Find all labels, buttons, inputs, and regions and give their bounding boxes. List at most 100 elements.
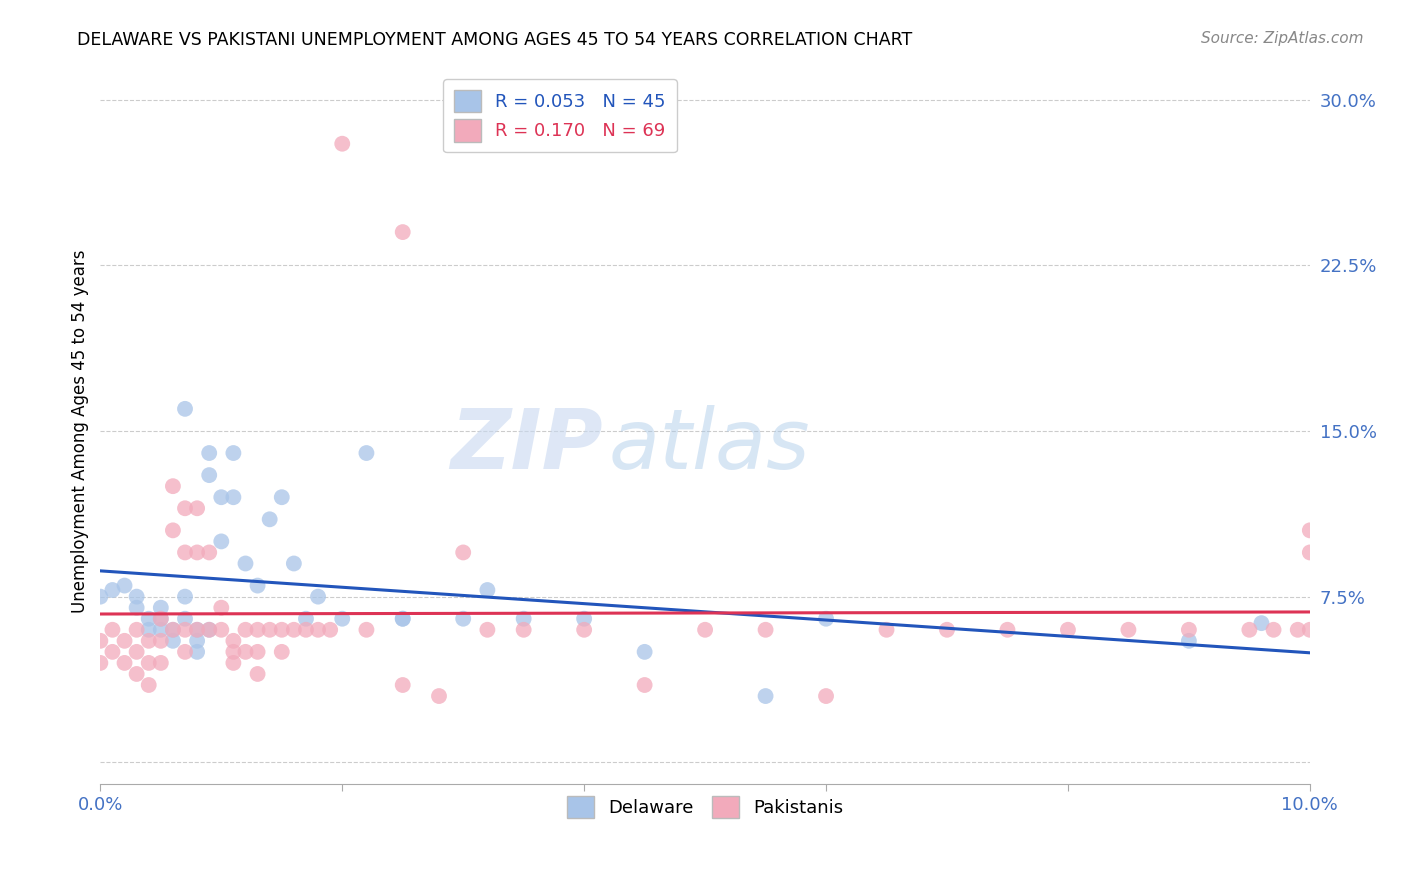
Point (270, 623, 292, 637)
Point (138, 612, 160, 626)
Point (295, 623, 318, 637)
Y-axis label: Unemployment Among Ages 45 to 54 years: Unemployment Among Ages 45 to 54 years (72, 249, 89, 613)
Point (246, 667, 269, 681)
Point (149, 623, 172, 637)
Point (356, 623, 378, 637)
Point (356, 446, 378, 460)
Point (198, 623, 221, 637)
Point (391, 612, 413, 626)
Point (391, 225, 413, 239)
Text: atlas: atlas (609, 405, 810, 485)
Point (283, 557, 305, 571)
Point (149, 600, 172, 615)
Point (512, 623, 534, 637)
Point (162, 623, 184, 637)
Point (101, 645, 124, 659)
Point (222, 490, 245, 504)
Point (936, 623, 959, 637)
Point (222, 446, 245, 460)
Point (477, 582, 499, 597)
Point (427, 689, 450, 703)
Point (330, 612, 353, 626)
Point (246, 623, 269, 637)
Point (259, 512, 281, 526)
Point (174, 545, 197, 559)
Point (186, 545, 208, 559)
Point (1057, 623, 1080, 637)
Point (693, 623, 716, 637)
Point (138, 678, 160, 692)
Point (101, 623, 124, 637)
Point (89, 656, 111, 670)
Point (633, 678, 655, 692)
Point (330, 136, 353, 151)
Point (1263, 623, 1285, 637)
Point (162, 633, 184, 648)
Point (222, 645, 245, 659)
Point (162, 623, 184, 637)
Point (235, 623, 257, 637)
Point (149, 633, 172, 648)
Point (319, 623, 342, 637)
Point (138, 656, 160, 670)
Point (307, 590, 329, 604)
Point (125, 600, 148, 615)
Point (295, 612, 318, 626)
Point (174, 590, 197, 604)
Point (209, 600, 232, 615)
Point (477, 623, 499, 637)
Point (209, 490, 232, 504)
Point (572, 623, 595, 637)
Point (1286, 623, 1309, 637)
Point (391, 678, 413, 692)
Point (186, 501, 208, 516)
Point (162, 479, 184, 493)
Point (235, 645, 257, 659)
Point (149, 612, 172, 626)
Point (512, 612, 534, 626)
Point (246, 645, 269, 659)
Point (198, 623, 221, 637)
Point (209, 534, 232, 549)
Point (198, 446, 221, 460)
Point (174, 612, 197, 626)
Point (1299, 545, 1322, 559)
Point (222, 633, 245, 648)
Point (174, 623, 197, 637)
Point (198, 468, 221, 483)
Point (174, 645, 197, 659)
Point (209, 623, 232, 637)
Legend: Delaware, Pakistanis: Delaware, Pakistanis (560, 789, 851, 825)
Point (815, 612, 838, 626)
Point (1299, 524, 1322, 538)
Point (89, 590, 111, 604)
Point (186, 633, 208, 648)
Point (138, 633, 160, 648)
Point (149, 656, 172, 670)
Point (270, 490, 292, 504)
Point (451, 612, 474, 626)
Point (270, 645, 292, 659)
Point (174, 401, 197, 416)
Point (149, 612, 172, 626)
Point (114, 656, 136, 670)
Point (1250, 616, 1272, 631)
Point (997, 623, 1019, 637)
Point (1118, 623, 1140, 637)
Point (235, 557, 257, 571)
Point (572, 612, 595, 626)
Point (101, 582, 124, 597)
Point (755, 623, 778, 637)
Point (174, 501, 197, 516)
Point (198, 545, 221, 559)
Point (876, 623, 898, 637)
Point (755, 689, 778, 703)
Text: ZIP: ZIP (450, 405, 602, 485)
Point (114, 633, 136, 648)
Point (162, 524, 184, 538)
Point (1178, 633, 1201, 648)
Point (186, 645, 208, 659)
Text: DELAWARE VS PAKISTANI UNEMPLOYMENT AMONG AGES 45 TO 54 YEARS CORRELATION CHART: DELAWARE VS PAKISTANI UNEMPLOYMENT AMONG… (77, 31, 912, 49)
Point (1178, 623, 1201, 637)
Point (391, 612, 413, 626)
